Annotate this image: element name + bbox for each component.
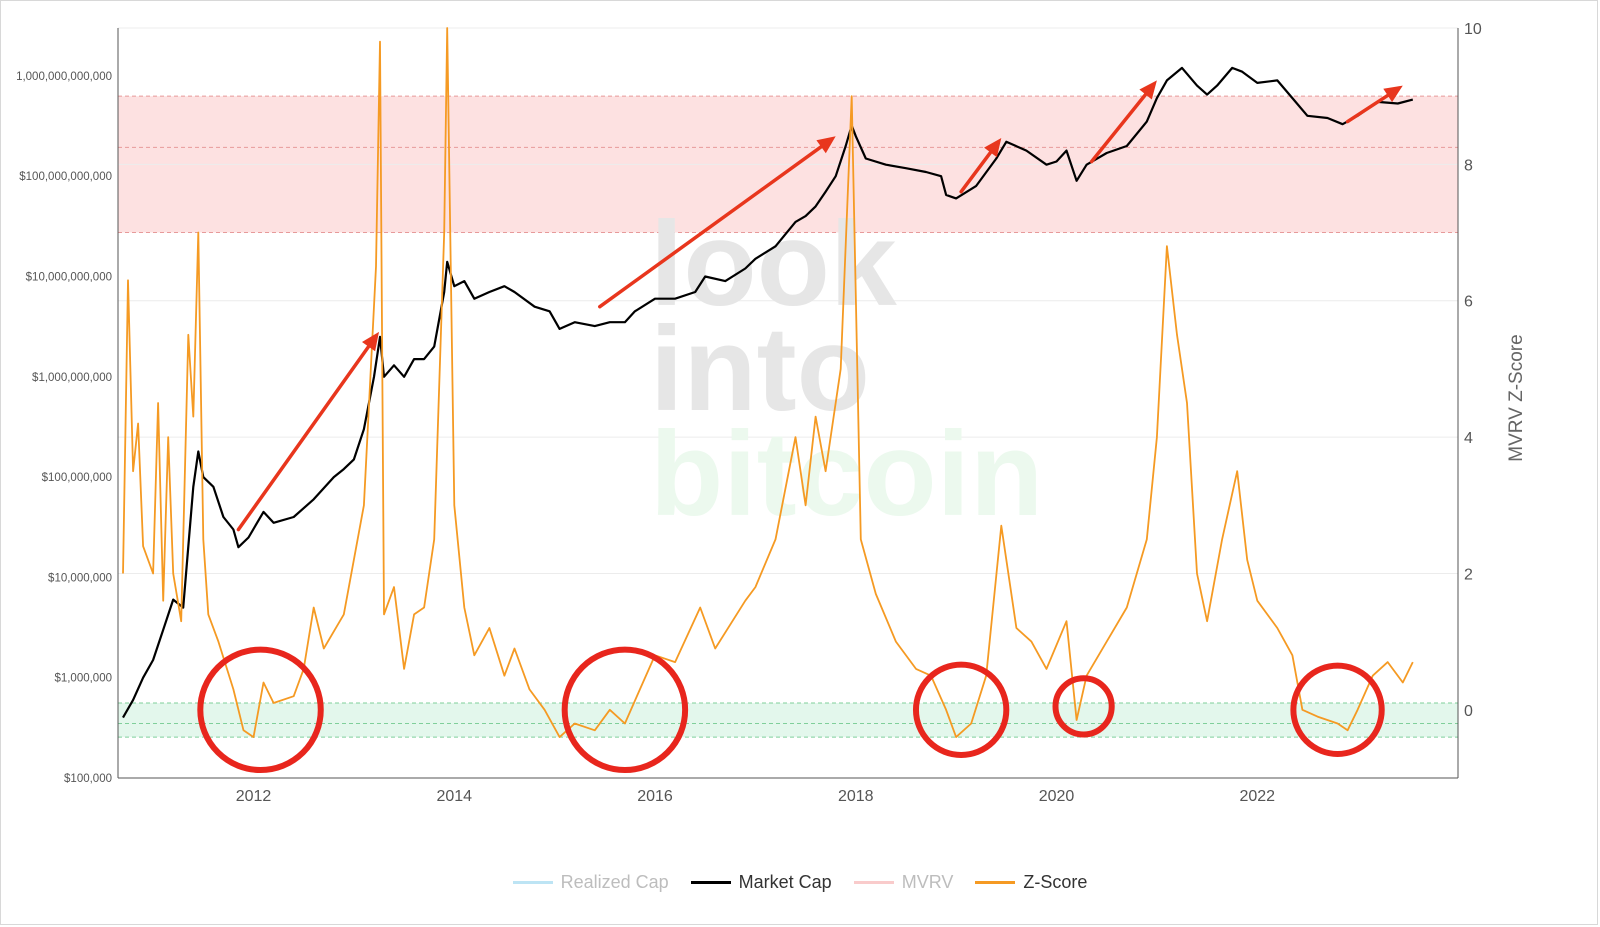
annotations	[197, 80, 1403, 774]
trend-arrow-head	[362, 331, 379, 352]
grid-lines	[118, 27, 1458, 574]
legend-item-z-score[interactable]: Z-Score	[975, 872, 1087, 893]
trend-arrow-line	[1345, 93, 1390, 124]
left-tick-label: $100,000	[64, 773, 112, 785]
x-tick-label: 2016	[637, 788, 673, 805]
right-tick-label: 0	[1464, 703, 1473, 720]
market-cap-line	[122, 66, 1414, 719]
x-tick-label: 2022	[1239, 788, 1275, 805]
left-tick-label: $10,000,000,000	[26, 271, 112, 283]
legend-item-market-cap[interactable]: Market Cap	[690, 872, 832, 893]
left-tick-label: $1,000,000,000	[32, 372, 112, 384]
legend-label: MVRV	[901, 872, 954, 892]
legend-swatch	[690, 881, 731, 884]
legend-label: Realized Cap	[560, 872, 669, 892]
legend-label: Market Cap	[738, 872, 832, 892]
right-tick-label: 2	[1464, 566, 1473, 583]
left-tick-label: 1,000,000,000,000	[16, 71, 112, 83]
legend-swatch	[975, 881, 1016, 884]
bottom-circle	[197, 646, 324, 774]
x-tick-label: 2018	[838, 788, 874, 805]
trend-arrow-head	[816, 136, 836, 154]
right-tick-label: 8	[1464, 157, 1473, 174]
right-tick-label: 10	[1464, 21, 1482, 38]
trend-arrow-head	[1383, 85, 1403, 103]
bottom-circle	[912, 661, 1010, 758]
legend-label: Z-Score	[1023, 872, 1088, 892]
x-tick-label: 2014	[436, 788, 472, 805]
trend-arrow-head	[984, 138, 1002, 158]
bottom-circle	[1290, 662, 1385, 757]
bottom-circle	[1052, 675, 1115, 738]
x-tick-label: 2012	[236, 788, 272, 805]
trend-arrow-head	[1139, 80, 1157, 100]
trend-arrow-line	[1089, 92, 1148, 164]
x-tick-label: 2020	[1039, 788, 1075, 805]
legend: Realized Cap Market Cap MVRV Z-Score	[0, 872, 1600, 893]
left-tick-label: $100,000,000	[42, 472, 112, 484]
legend-item-realized-cap[interactable]: Realized Cap	[512, 872, 669, 893]
trend-arrow-line	[959, 150, 993, 194]
right-tick-label: 6	[1464, 294, 1473, 311]
bottom-circle	[561, 646, 689, 774]
green-zone-band	[118, 703, 1458, 738]
axes: $100,000 $1,000,000 $10,000,000 $100,000,00…	[16, 21, 1527, 805]
legend-item-mvrv[interactable]: MVRV	[853, 872, 954, 893]
trend-arrow-line	[598, 145, 823, 309]
trend-arrow-line	[236, 344, 371, 532]
legend-swatch	[512, 881, 553, 884]
legend-swatch	[853, 881, 894, 884]
right-axis-label: MVRV Z-Score	[1506, 334, 1527, 461]
left-tick-label: $100,000,000,000	[19, 171, 112, 183]
right-tick-label: 4	[1464, 430, 1473, 447]
watermark-word: bitcoin	[650, 407, 1043, 541]
left-tick-label: $1,000,000	[54, 673, 112, 685]
left-tick-label: $10,000,000	[48, 572, 112, 584]
